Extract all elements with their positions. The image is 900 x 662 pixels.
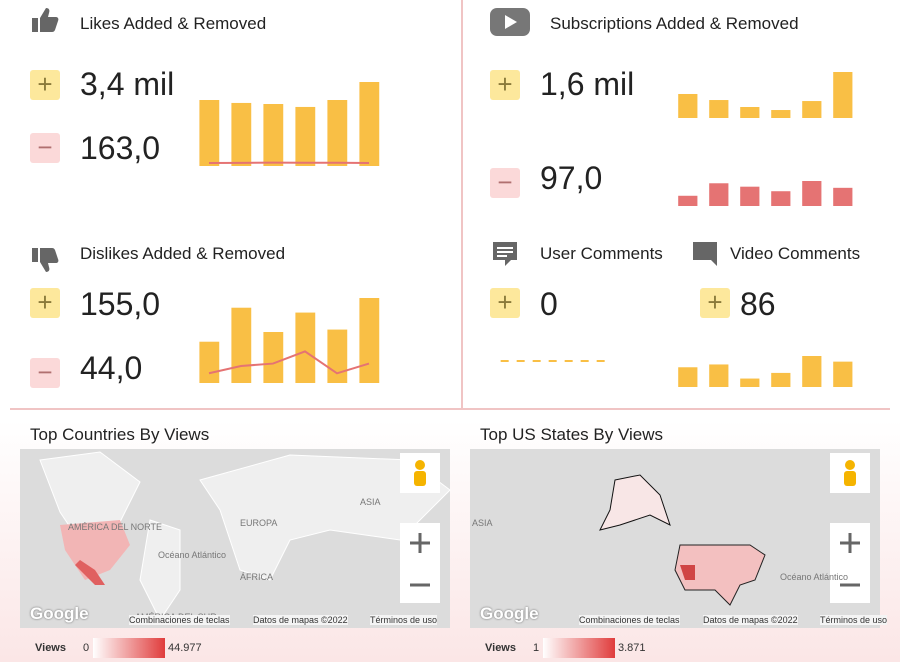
widget-title: Likes Added & Removed (80, 14, 267, 33)
plus-badge: + (30, 70, 60, 100)
legend-gradient (93, 638, 165, 658)
bar (771, 191, 791, 206)
bar (709, 364, 729, 387)
bar (359, 298, 380, 383)
dislike-icon (32, 248, 59, 272)
minus-badge: − (30, 358, 60, 388)
bar (199, 341, 220, 383)
bar (359, 82, 380, 166)
bar (263, 332, 284, 383)
zoom-signs (840, 533, 860, 587)
removed-value: 163,0 (80, 130, 161, 166)
bar (740, 378, 760, 387)
map-title: Top US States By Views (480, 425, 663, 444)
legend-min: 1 (533, 642, 540, 654)
bar (295, 312, 316, 383)
zoom-signs (410, 533, 430, 587)
us (674, 544, 766, 606)
map-footer: Datos de mapas ©2022 (253, 615, 348, 625)
map-label: EUROPA (240, 518, 278, 528)
added-value: 86 (740, 286, 776, 322)
legend-gradient (543, 638, 615, 658)
comment-icon (493, 242, 517, 266)
bar (740, 107, 760, 118)
minus-badge: − (30, 133, 60, 163)
play-icon (505, 15, 517, 29)
plus-badge: + (490, 288, 520, 318)
removed-value: 97,0 (540, 160, 603, 196)
map-label: Océano Atlántico (780, 572, 849, 582)
bar (678, 195, 698, 206)
bar (709, 183, 729, 206)
alaska (599, 474, 671, 531)
state (680, 565, 695, 580)
bar (833, 187, 853, 206)
map (470, 449, 880, 628)
legend-min: 0 (83, 642, 90, 654)
widget-title: Dislikes Added & Removed (80, 244, 286, 263)
bar (740, 186, 760, 206)
legend-max: 3.871 (618, 642, 646, 654)
map-label: AMÉRICA DEL NORTE (68, 522, 163, 532)
pegman-body (844, 471, 856, 486)
bar (231, 102, 252, 166)
bar (678, 93, 698, 118)
map-footer: Datos de mapas ©2022 (703, 615, 798, 625)
google-logo: Google (480, 604, 539, 623)
region (75, 560, 105, 585)
bar (802, 356, 822, 387)
map-label: ASIA (360, 497, 381, 507)
widget-title: Subscriptions Added & Removed (550, 14, 799, 33)
minus-badge: − (490, 168, 520, 198)
bar (295, 106, 316, 166)
legend-max: 44.977 (168, 642, 202, 654)
video-comment-icon (693, 242, 717, 266)
legend-name: Views (485, 642, 516, 654)
bar (771, 110, 791, 118)
map-footer: Combinaciones de teclas (129, 615, 230, 625)
map-footer: Combinaciones de teclas (579, 615, 680, 625)
bar (327, 100, 348, 166)
bar (199, 100, 220, 166)
legend-name: Views (35, 642, 66, 654)
bar (709, 100, 729, 118)
plus-badge: + (30, 288, 60, 318)
bar (802, 181, 822, 206)
bar (833, 361, 853, 387)
added-value: 155,0 (80, 286, 161, 322)
map-label: Océano Atlántico (158, 550, 227, 560)
added-value: 1,6 mil (540, 66, 635, 102)
pegman-head (845, 460, 855, 470)
bar (771, 372, 791, 387)
controls (400, 453, 870, 603)
like-icon (32, 8, 59, 32)
plus-badge: + (700, 288, 730, 318)
widget-title: Video Comments (730, 244, 861, 263)
bar (802, 101, 822, 118)
bar (263, 104, 284, 166)
map-footer: Términos de uso (370, 615, 438, 625)
widget-title: User Comments (540, 244, 663, 263)
bar (833, 72, 853, 118)
plus-badge: + (490, 70, 520, 100)
pegman-body (414, 471, 426, 486)
added-value: 0 (540, 286, 558, 322)
comment-lines (497, 247, 513, 257)
map-label: ASIA (472, 518, 493, 528)
bar (327, 329, 348, 383)
removed-value: 44,0 (80, 350, 143, 386)
pegman-head (415, 460, 425, 470)
added-value: 3,4 mil (80, 66, 175, 102)
map-title: Top Countries By Views (30, 425, 210, 444)
line (208, 350, 370, 375)
map-footer: Términos de uso (820, 615, 888, 625)
bar (231, 307, 252, 383)
map-label: ÁFRICA (240, 572, 274, 582)
google-logo: Google (30, 604, 89, 623)
bar (678, 367, 698, 387)
